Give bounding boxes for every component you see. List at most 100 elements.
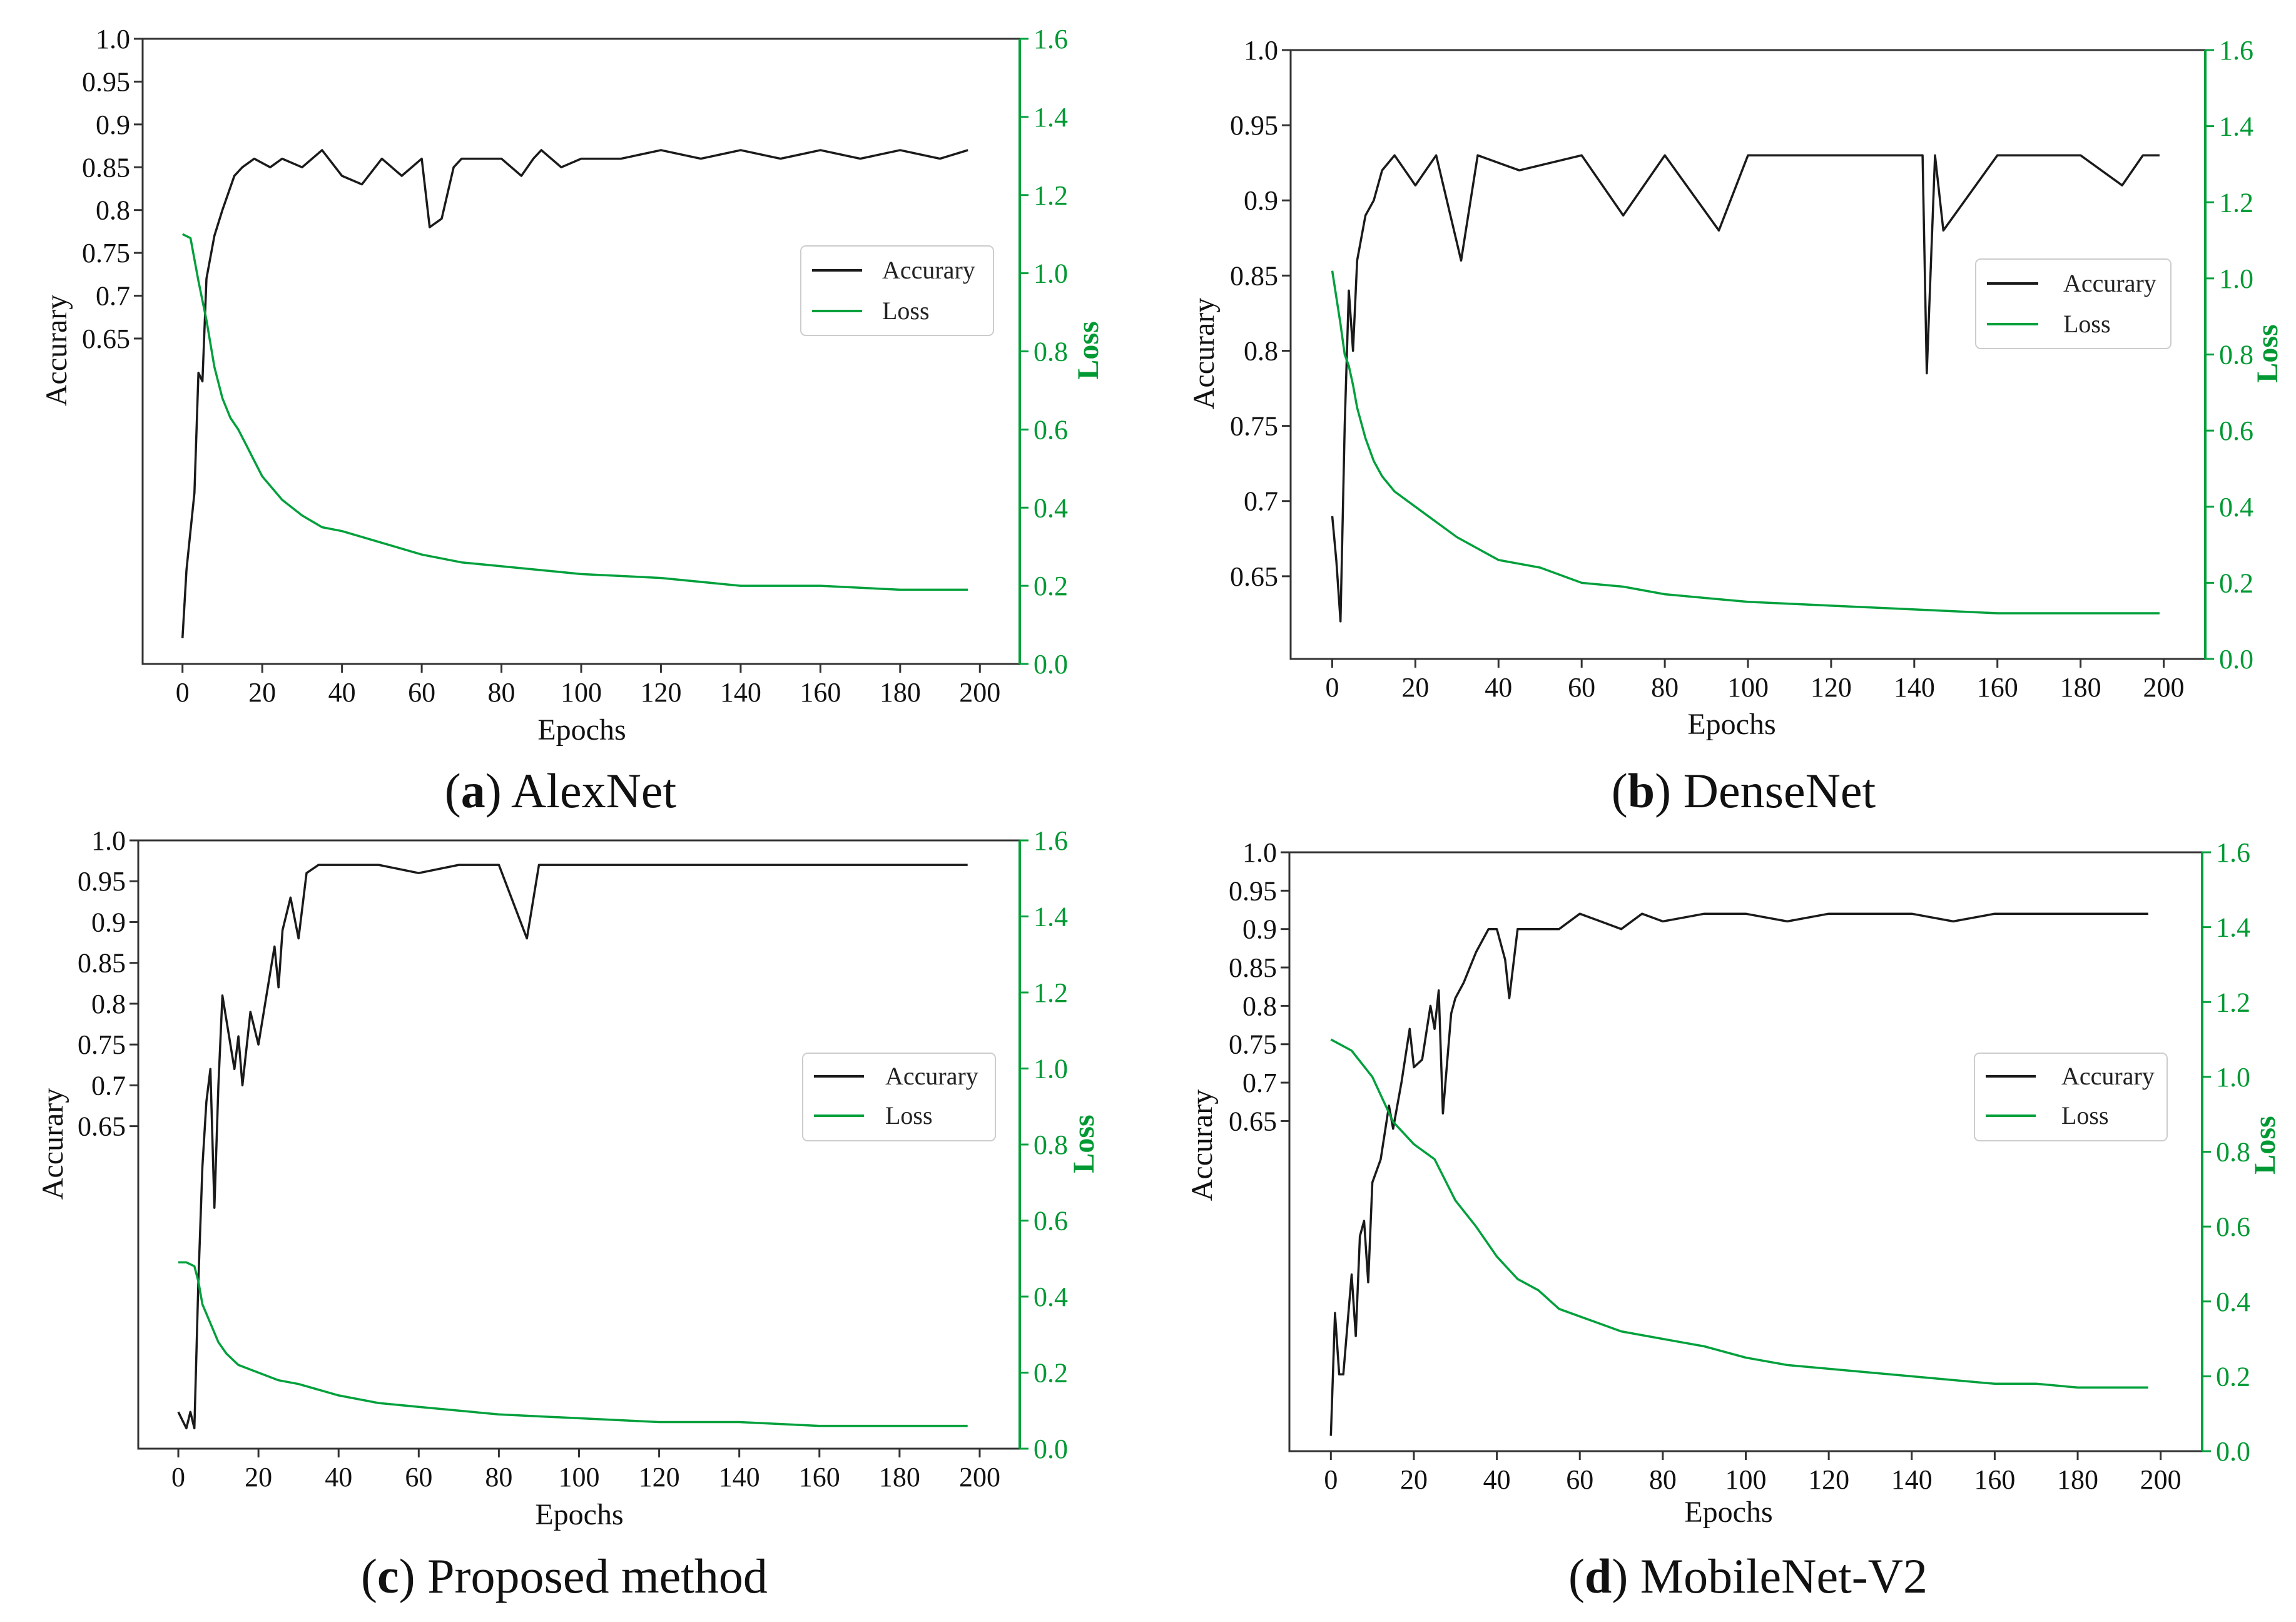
loss-tick-label: 0.0 xyxy=(1034,1434,1068,1464)
x-tick-label: 60 xyxy=(405,1462,432,1492)
accuracy-tick-label: 1.0 xyxy=(1242,837,1277,868)
legend-loss-label: Loss xyxy=(2063,310,2111,338)
accuracy-tick-label: 0.8 xyxy=(1244,335,1278,366)
accuracy-tick-label: 0.8 xyxy=(91,989,126,1019)
loss-tick-label: 1.2 xyxy=(2219,187,2253,218)
legend-box xyxy=(1975,258,2172,349)
plot-frame xyxy=(1289,49,2207,660)
caption-text: Proposed method xyxy=(427,1549,768,1603)
plot-frame xyxy=(137,839,1021,1450)
panel-d: 1.0 0.95 0.9 0.85 0.8 0.75 0.7 0.65 1.6 1.4 1.2 1.… xyxy=(1186,837,2282,1603)
x-tick-label: 160 xyxy=(1977,672,2018,703)
loss-tick-label: 0.6 xyxy=(1034,414,1068,445)
x-tick-label: 200 xyxy=(2140,1464,2182,1495)
x-tick-label: 0 xyxy=(1324,1464,1338,1495)
loss-tick-label: 1.6 xyxy=(2216,837,2250,868)
x-tick-label: 40 xyxy=(1483,1464,1511,1495)
loss-tick-label: 0.2 xyxy=(2216,1361,2250,1392)
caption-text: AlexNet xyxy=(511,763,677,818)
x-tick-label: 100 xyxy=(561,677,602,708)
loss-tick-label: 1.2 xyxy=(2216,987,2250,1018)
x-tick-label: 180 xyxy=(879,1462,920,1492)
caption-letter: a xyxy=(461,763,485,818)
x-tick-label: 120 xyxy=(639,1462,680,1492)
legend: Accurary Loss xyxy=(802,1053,996,1141)
loss-line xyxy=(178,1261,968,1427)
x-axis-title: Epochs xyxy=(535,1498,623,1531)
x-tick-label: 200 xyxy=(959,1462,1000,1492)
loss-axis-title: Loss xyxy=(2248,1116,2282,1174)
accuracy-tick-label: 0.7 xyxy=(1242,1068,1277,1098)
x-tick-label: 140 xyxy=(1891,1464,1933,1495)
legend-accuracy-label: Accurary xyxy=(2063,269,2156,297)
legend: Accurary Loss xyxy=(1975,258,2172,349)
legend-box xyxy=(800,245,994,336)
plot-frame xyxy=(141,38,1021,665)
loss-tick-label: 1.4 xyxy=(1034,902,1068,932)
x-axis-title: Epochs xyxy=(1687,708,1775,741)
loss-tick-label: 0.6 xyxy=(2216,1211,2250,1242)
caption-text: DenseNet xyxy=(1684,763,1876,818)
x-tick-label: 40 xyxy=(325,1462,352,1492)
accuracy-tick-label: 0.95 xyxy=(82,66,130,97)
accuracy-line xyxy=(177,864,968,1430)
x-tick-label: 140 xyxy=(1894,672,1935,703)
panel-a: 1.0 0.95 0.9 0.85 0.8 0.75 0.7 0.65 1.6 1.4 1.2 1.… xyxy=(40,24,1105,818)
x-tick-label: 80 xyxy=(488,677,516,708)
panel-caption: (b) DenseNet xyxy=(1612,763,1876,818)
loss-axis-title: Loss xyxy=(1067,1114,1100,1173)
plot-frame xyxy=(1288,851,2203,1452)
x-tick-label: 60 xyxy=(1568,672,1595,703)
loss-tick-label: 0.2 xyxy=(2219,568,2253,598)
x-tick-label: 100 xyxy=(559,1462,600,1492)
x-tick-label: 100 xyxy=(1725,1464,1767,1495)
loss-tick-label: 0.8 xyxy=(1034,1130,1068,1160)
x-tick-label: 80 xyxy=(485,1462,512,1492)
x-tick-label: 120 xyxy=(1811,672,1852,703)
accuracy-tick-label: 0.9 xyxy=(1244,185,1278,216)
panel-caption: (d) MobileNet-V2 xyxy=(1568,1549,1928,1603)
x-tick-label: 0 xyxy=(171,1462,185,1492)
accuracy-tick-label: 0.8 xyxy=(1242,991,1277,1021)
x-tick-label: 40 xyxy=(1485,672,1512,703)
y-axis-title: Accurary xyxy=(36,1088,69,1200)
loss-tick-label: 0.0 xyxy=(2216,1436,2250,1467)
loss-tick-label: 0.8 xyxy=(2219,340,2253,370)
accuracy-line xyxy=(1331,154,2160,623)
accuracy-tick-label: 1.0 xyxy=(96,24,130,54)
x-tick-label: 140 xyxy=(720,677,761,708)
loss-tick-label: 0.4 xyxy=(1034,1282,1068,1312)
x-tick-label: 20 xyxy=(1401,672,1429,703)
loss-tick-label: 0.4 xyxy=(2216,1287,2250,1317)
loss-line xyxy=(1331,270,2160,615)
panel-c: 1.0 0.95 0.9 0.85 0.8 0.75 0.7 0.65 1.6 1.4 1.2 1.… xyxy=(36,825,1100,1603)
x-tick-label: 200 xyxy=(959,677,1000,708)
loss-tick-label: 0.4 xyxy=(2219,492,2253,523)
loss-tick-label: 0.4 xyxy=(1034,492,1068,523)
x-tick-label: 20 xyxy=(1400,1464,1428,1495)
accuracy-tick-label: 0.65 xyxy=(1230,561,1278,592)
accuracy-tick-label: 1.0 xyxy=(91,825,126,856)
accuracy-tick-label: 0.9 xyxy=(91,907,126,937)
x-tick-label: 80 xyxy=(1649,1464,1677,1495)
accuracy-tick-label: 0.85 xyxy=(1230,260,1278,291)
accuracy-tick-label: 0.65 xyxy=(82,324,130,354)
x-tick-label: 120 xyxy=(1808,1464,1849,1495)
caption-letter: b xyxy=(1628,763,1655,818)
accuracy-tick-label: 0.75 xyxy=(1229,1029,1277,1060)
x-tick-label: 20 xyxy=(245,1462,272,1492)
accuracy-tick-label: 0.75 xyxy=(82,238,130,268)
accuracy-tick-label: 0.7 xyxy=(1244,486,1278,517)
loss-tick-label: 0.6 xyxy=(2219,416,2253,446)
x-axis-title: Epochs xyxy=(537,713,626,747)
y-axis-title: Accurary xyxy=(40,295,73,407)
loss-tick-label: 1.0 xyxy=(1034,258,1068,289)
accuracy-tick-label: 0.95 xyxy=(78,866,126,897)
accuracy-tick-label: 0.9 xyxy=(1242,914,1277,945)
panel-caption: (a) AlexNet xyxy=(445,763,677,818)
loss-tick-label: 1.2 xyxy=(1034,180,1068,211)
legend: Accurary Loss xyxy=(1974,1053,2168,1141)
accuracy-line xyxy=(181,149,968,639)
accuracy-tick-label: 0.8 xyxy=(96,195,130,226)
